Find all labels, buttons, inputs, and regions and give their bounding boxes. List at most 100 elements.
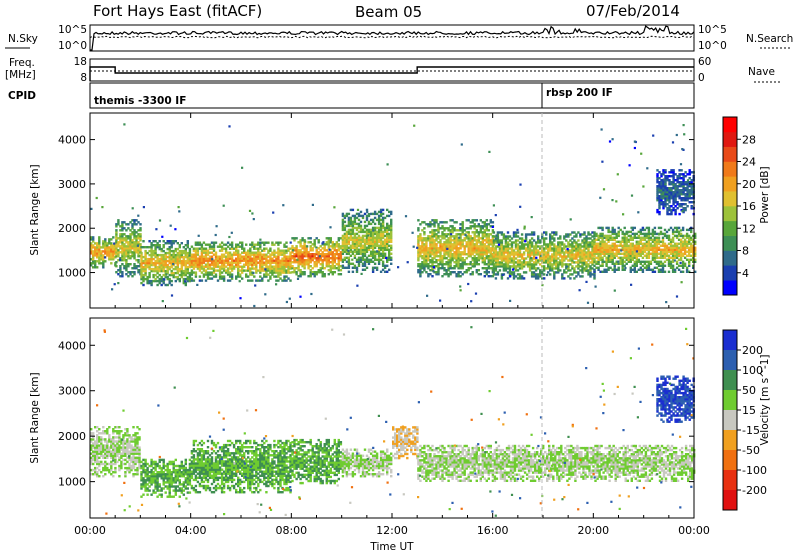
- echo-cell: [299, 245, 302, 248]
- echo-cell: [611, 250, 614, 253]
- echo-cell: [475, 251, 478, 254]
- echo-cell: [555, 271, 558, 274]
- echo-cell: [427, 275, 430, 278]
- echo-cell: [303, 253, 306, 256]
- echo-cell: [658, 185, 661, 188]
- echo-cell: [496, 245, 500, 248]
- echo-cell: [686, 173, 689, 176]
- echo-cell: [148, 265, 151, 269]
- echo-cell: [457, 271, 460, 274]
- echo-cell: [299, 271, 302, 274]
- echo-cell: [367, 232, 371, 236]
- echo-cell: [127, 245, 130, 248]
- echo-cell: [381, 222, 385, 226]
- echo-cell: [373, 228, 377, 232]
- echo-cell: [343, 256, 347, 259]
- echo-cell: [164, 253, 167, 257]
- echo-cell: [279, 277, 282, 280]
- echo-cell: [537, 275, 540, 278]
- scatter-cell: [366, 211, 369, 214]
- echo-cell: [595, 260, 598, 263]
- echo-cell: [345, 224, 349, 228]
- echo-cell: [686, 199, 689, 202]
- echo-cell: [283, 249, 286, 252]
- echo-cell: [526, 265, 530, 268]
- echo-cell: [355, 222, 359, 226]
- echo-cell: [102, 242, 105, 245]
- echo-cell: [192, 261, 196, 264]
- echo-cell: [119, 245, 122, 248]
- echo-cell: [473, 237, 476, 240]
- echo-cell: [150, 244, 153, 247]
- echo-cell: [494, 263, 498, 266]
- echo-cell: [363, 268, 367, 271]
- echo-cell: [125, 267, 128, 270]
- echo-cell: [371, 212, 375, 216]
- echo-cell: [496, 261, 500, 264]
- echo-cell: [417, 265, 420, 268]
- echo-cell: [579, 243, 582, 246]
- echo-cell: [662, 169, 665, 172]
- echo-cell: [553, 247, 556, 250]
- echo-cell: [487, 239, 490, 242]
- echo-cell: [190, 255, 194, 258]
- echo-cell: [487, 271, 490, 274]
- echo-cell: [162, 263, 165, 267]
- echo-cell: [359, 214, 363, 218]
- echo-cell: [688, 193, 691, 196]
- echo-cell: [485, 251, 488, 254]
- echo-cell: [214, 269, 218, 272]
- echo-cell: [307, 241, 310, 244]
- echo-cell: [597, 238, 600, 241]
- echo-cell: [388, 268, 391, 271]
- echo-cell: [156, 244, 159, 247]
- echo-cell: [383, 252, 387, 255]
- echo-cell: [295, 253, 298, 256]
- echo-cell: [508, 259, 512, 262]
- echo-cell: [237, 255, 240, 258]
- echo-cell: [123, 253, 126, 256]
- scatter-cell: [504, 263, 507, 266]
- echo-cell: [327, 265, 330, 268]
- echo-cell: [647, 230, 651, 234]
- echo-cell: [293, 267, 296, 270]
- echo-cell: [667, 256, 671, 259]
- echo-cell: [388, 252, 391, 255]
- echo-cell: [386, 260, 389, 263]
- echo-cell: [639, 246, 642, 249]
- echo-cell: [365, 260, 369, 263]
- echo-cell: [621, 256, 624, 259]
- scatter-cell: [539, 254, 543, 258]
- echo-cell: [656, 169, 659, 172]
- echo-cell: [158, 267, 161, 271]
- scatter-cell: [252, 271, 255, 275]
- echo-cell: [349, 228, 353, 232]
- echo-cell: [137, 253, 140, 256]
- echo-cell: [553, 271, 556, 274]
- echo-cell: [441, 245, 444, 248]
- echo-cell: [133, 273, 136, 276]
- echo-cell: [675, 250, 679, 253]
- echo-cell: [94, 260, 97, 263]
- echo-cell: [656, 195, 659, 198]
- scatter-cell: [165, 273, 168, 276]
- echo-cell: [639, 228, 642, 232]
- echo-cell: [485, 247, 488, 250]
- echo-cell: [228, 257, 232, 260]
- echo-cell: [545, 255, 548, 258]
- echo-cell: [200, 243, 204, 246]
- echo-cell: [585, 245, 588, 248]
- echo-cell: [494, 253, 498, 256]
- echo-cell: [347, 260, 351, 263]
- echo-cell: [345, 242, 349, 245]
- echo-cell: [649, 236, 653, 239]
- echo-cell: [309, 261, 312, 264]
- echo-cell: [457, 257, 460, 260]
- echo-cell: [243, 257, 246, 260]
- echo-cell: [593, 260, 596, 263]
- echo-cell: [359, 224, 363, 228]
- echo-cell: [489, 249, 492, 252]
- echo-cell: [613, 238, 616, 241]
- echo-cell: [671, 258, 675, 261]
- echo-cell: [457, 239, 460, 242]
